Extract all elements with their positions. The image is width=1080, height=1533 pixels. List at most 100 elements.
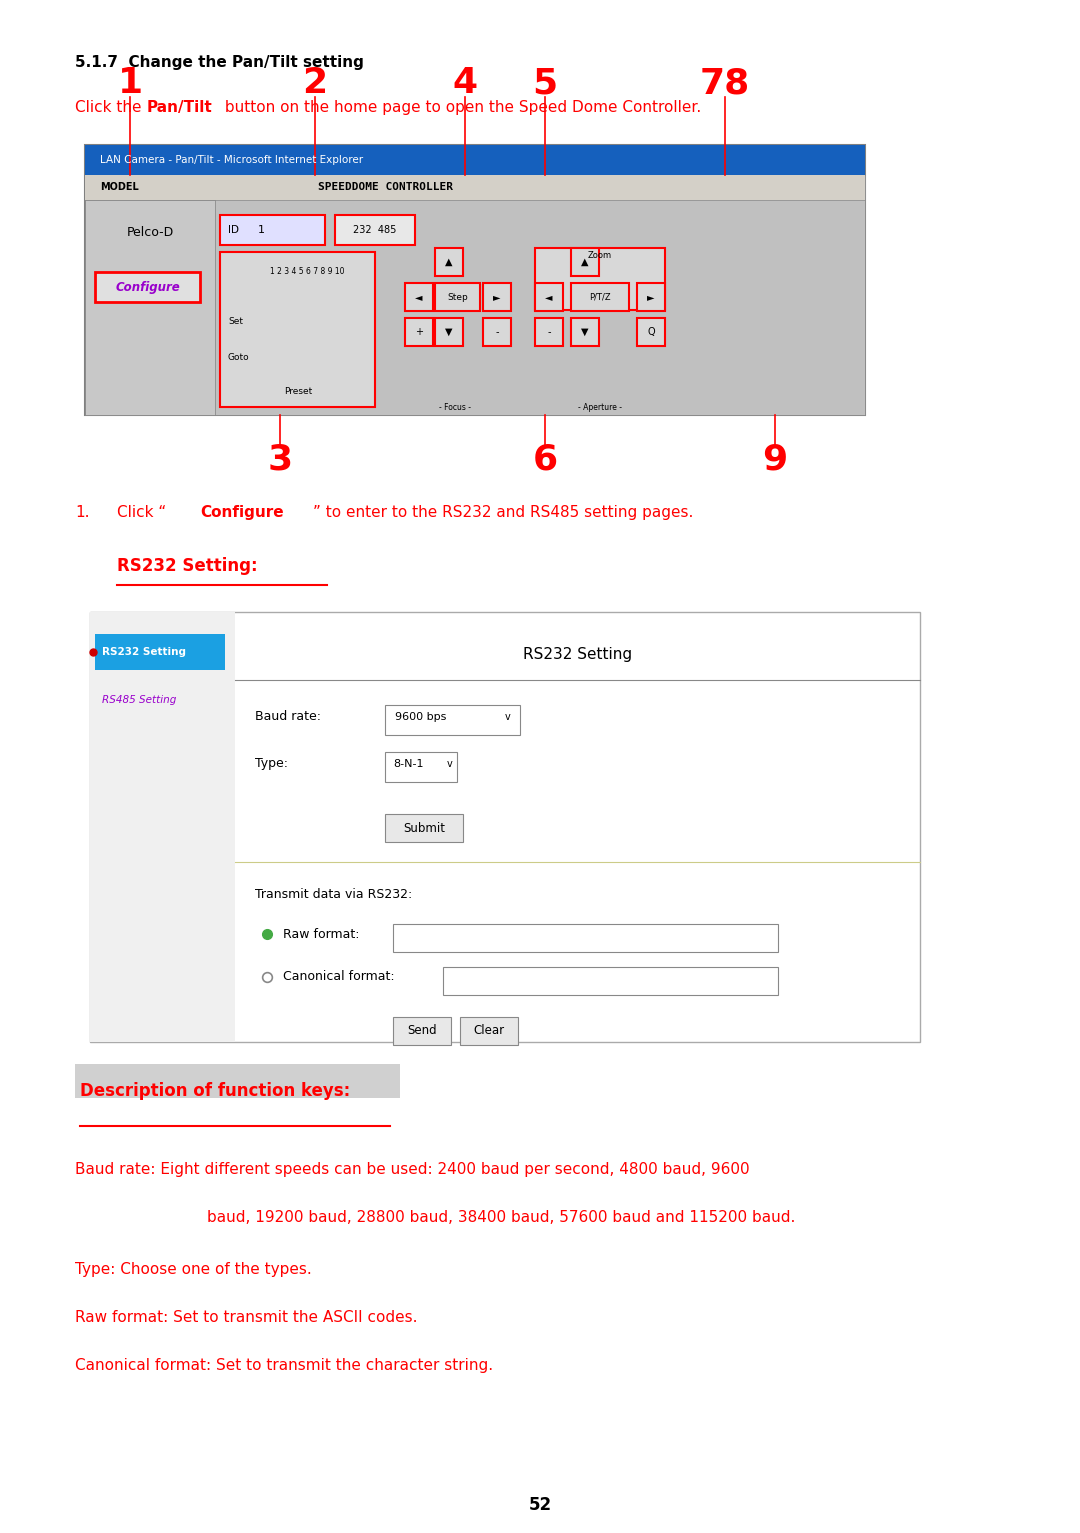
FancyBboxPatch shape [571, 284, 629, 311]
Text: Step: Step [447, 293, 468, 302]
Text: +: + [415, 327, 423, 337]
FancyBboxPatch shape [384, 814, 463, 842]
Text: 9600 bps: 9600 bps [395, 711, 446, 722]
Text: - Aperture -: - Aperture - [578, 403, 622, 411]
FancyBboxPatch shape [637, 284, 665, 311]
FancyBboxPatch shape [393, 924, 778, 952]
FancyBboxPatch shape [483, 284, 511, 311]
Text: ◄: ◄ [415, 291, 422, 302]
Text: 6: 6 [532, 443, 557, 477]
Text: 52: 52 [528, 1496, 552, 1515]
Text: Click the: Click the [75, 100, 147, 115]
Text: ID: ID [228, 225, 239, 235]
FancyBboxPatch shape [535, 284, 563, 311]
Text: Pelco-D: Pelco-D [126, 225, 174, 239]
FancyBboxPatch shape [95, 635, 225, 670]
FancyBboxPatch shape [85, 146, 865, 175]
Text: 4: 4 [453, 66, 477, 100]
Text: Clear: Clear [473, 1024, 504, 1038]
FancyBboxPatch shape [637, 317, 665, 346]
Text: RS485 Setting: RS485 Setting [102, 694, 176, 705]
FancyBboxPatch shape [90, 612, 920, 1042]
FancyBboxPatch shape [85, 146, 865, 415]
FancyBboxPatch shape [85, 175, 865, 415]
Text: 3: 3 [268, 443, 293, 477]
FancyBboxPatch shape [220, 215, 325, 245]
Text: 2: 2 [302, 66, 327, 100]
FancyBboxPatch shape [571, 317, 599, 346]
FancyBboxPatch shape [571, 248, 599, 276]
Text: ►: ► [647, 291, 654, 302]
Text: 9: 9 [762, 443, 787, 477]
Text: v: v [447, 759, 453, 770]
Text: Canonical format:: Canonical format: [283, 970, 394, 984]
FancyBboxPatch shape [435, 248, 463, 276]
FancyBboxPatch shape [335, 215, 415, 245]
Text: ▼: ▼ [581, 327, 589, 337]
Text: P/T/Z: P/T/Z [590, 293, 611, 302]
Text: ” to enter to the RS232 and RS485 setting pages.: ” to enter to the RS232 and RS485 settin… [313, 504, 693, 520]
Text: 1: 1 [258, 225, 265, 235]
Text: 78: 78 [700, 66, 751, 100]
Text: Configure: Configure [200, 504, 284, 520]
Text: MODEL: MODEL [100, 182, 138, 193]
Text: button on the home page to open the Speed Dome Controller.: button on the home page to open the Spee… [220, 100, 701, 115]
Text: Click “: Click “ [117, 504, 166, 520]
FancyBboxPatch shape [535, 317, 563, 346]
Text: Description of function keys:: Description of function keys: [80, 1082, 350, 1101]
FancyBboxPatch shape [85, 199, 865, 415]
Text: - Focus -: - Focus - [438, 403, 471, 411]
Text: Zoom: Zoom [588, 251, 612, 261]
Text: 1: 1 [118, 66, 143, 100]
Text: LAN Camera - Pan/Tilt - Microsoft Internet Explorer: LAN Camera - Pan/Tilt - Microsoft Intern… [100, 155, 363, 166]
Text: Goto: Goto [228, 353, 249, 362]
Text: Type:: Type: [255, 757, 288, 771]
FancyBboxPatch shape [405, 284, 433, 311]
FancyBboxPatch shape [435, 284, 480, 311]
FancyBboxPatch shape [483, 317, 511, 346]
Text: Q: Q [647, 327, 654, 337]
Text: 8-N-1: 8-N-1 [393, 759, 423, 770]
FancyBboxPatch shape [443, 967, 778, 995]
Text: v: v [505, 711, 511, 722]
Text: Type: Choose one of the types.: Type: Choose one of the types. [75, 1262, 312, 1277]
Text: Configure: Configure [116, 281, 180, 293]
Text: ►: ► [494, 291, 501, 302]
Text: 1 2 3 4 5 6 7 8 9 10: 1 2 3 4 5 6 7 8 9 10 [270, 267, 345, 276]
Text: Baud rate:: Baud rate: [255, 710, 321, 724]
Text: Canonical format: Set to transmit the character string.: Canonical format: Set to transmit the ch… [75, 1358, 494, 1374]
FancyBboxPatch shape [405, 317, 433, 346]
FancyBboxPatch shape [95, 271, 200, 302]
Text: Set: Set [228, 317, 243, 327]
Text: RS232 Setting: RS232 Setting [523, 647, 632, 662]
Text: Send: Send [407, 1024, 436, 1038]
Text: Transmit data via RS232:: Transmit data via RS232: [255, 888, 413, 900]
FancyBboxPatch shape [535, 248, 665, 310]
Text: ▲: ▲ [581, 258, 589, 267]
FancyBboxPatch shape [393, 1016, 451, 1046]
FancyBboxPatch shape [460, 1016, 518, 1046]
Text: 5.1.7  Change the Pan/Tilt setting: 5.1.7 Change the Pan/Tilt setting [75, 55, 364, 71]
Text: ◄: ◄ [545, 291, 553, 302]
FancyBboxPatch shape [384, 753, 457, 782]
FancyBboxPatch shape [384, 705, 519, 734]
Text: ▼: ▼ [445, 327, 453, 337]
Text: ▲: ▲ [445, 258, 453, 267]
Text: Pan/Tilt: Pan/Tilt [147, 100, 213, 115]
Text: RS232 Setting: RS232 Setting [102, 647, 186, 658]
FancyBboxPatch shape [90, 612, 235, 1042]
Text: baud, 19200 baud, 28800 baud, 38400 baud, 57600 baud and 115200 baud.: baud, 19200 baud, 28800 baud, 38400 baud… [207, 1210, 795, 1225]
FancyBboxPatch shape [85, 175, 865, 199]
FancyBboxPatch shape [435, 317, 463, 346]
FancyBboxPatch shape [220, 251, 375, 406]
Text: Preset: Preset [284, 388, 312, 397]
FancyBboxPatch shape [75, 1064, 400, 1098]
Text: Raw format: Set to transmit the ASCII codes.: Raw format: Set to transmit the ASCII co… [75, 1311, 418, 1325]
Text: RS232 Setting:: RS232 Setting: [117, 556, 258, 575]
Text: Baud rate: Eight different speeds can be used: 2400 baud per second, 4800 baud, : Baud rate: Eight different speeds can be… [75, 1162, 750, 1177]
Text: Raw format:: Raw format: [283, 927, 360, 941]
FancyBboxPatch shape [85, 199, 215, 415]
Text: -: - [548, 327, 551, 337]
Text: Submit: Submit [403, 822, 445, 834]
Text: 1.: 1. [75, 504, 90, 520]
